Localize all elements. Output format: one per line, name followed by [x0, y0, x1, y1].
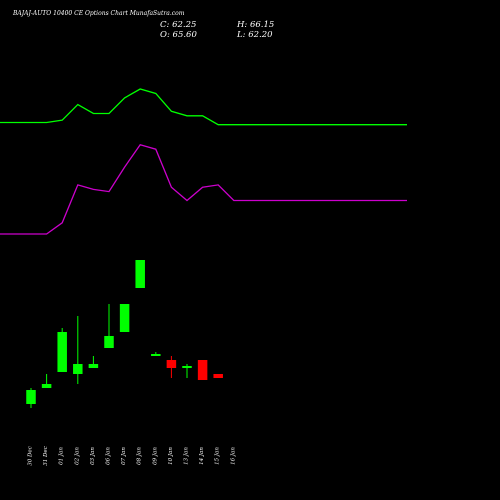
x-tick-label: 08 Jan [137, 447, 143, 465]
x-tick-label: 01 Jan [59, 447, 65, 465]
candle-body [197, 360, 208, 380]
x-tick-label: 03 Jan [90, 447, 96, 465]
candle-body [26, 390, 36, 404]
candle-body [41, 384, 52, 388]
x-tick-label: 09 Jan [152, 447, 158, 465]
candle-body [88, 364, 99, 368]
candle-body [57, 332, 67, 372]
x-tick-label: 07 Jan [121, 447, 127, 465]
indicator-line-1 [0, 88, 407, 126]
x-tick-label: 06 Jan [106, 447, 112, 465]
candle-body [213, 374, 223, 378]
candle-body [166, 360, 177, 368]
low-value: L: 62.20 [237, 30, 273, 40]
indicator-line-2 [0, 144, 407, 235]
chart-title: BAJAJ-AUTO 10400 CE Options Chart Munafa… [13, 10, 185, 17]
x-tick-label: 02 Jan [74, 447, 80, 465]
x-tick-label: 30 Dec [28, 446, 34, 466]
candle-body [73, 364, 83, 374]
x-tick-label: 16 Jan [230, 447, 236, 465]
x-tick-label: 15 Jan [215, 447, 221, 465]
high-value: H: 66.15 [237, 20, 275, 30]
close-value: C: 62.25 [160, 20, 197, 30]
x-tick-label: 10 Jan [168, 447, 174, 465]
x-tick-label: 14 Jan [199, 447, 205, 465]
candle-body [119, 304, 130, 332]
candle-body [135, 260, 145, 288]
candle-body [104, 336, 114, 348]
x-tick-label: 13 Jan [184, 447, 190, 465]
candle-body [151, 354, 161, 356]
candle-body [182, 366, 192, 368]
open-value: O: 65.60 [160, 30, 197, 40]
x-tick-label: 31 Dec [43, 446, 49, 466]
